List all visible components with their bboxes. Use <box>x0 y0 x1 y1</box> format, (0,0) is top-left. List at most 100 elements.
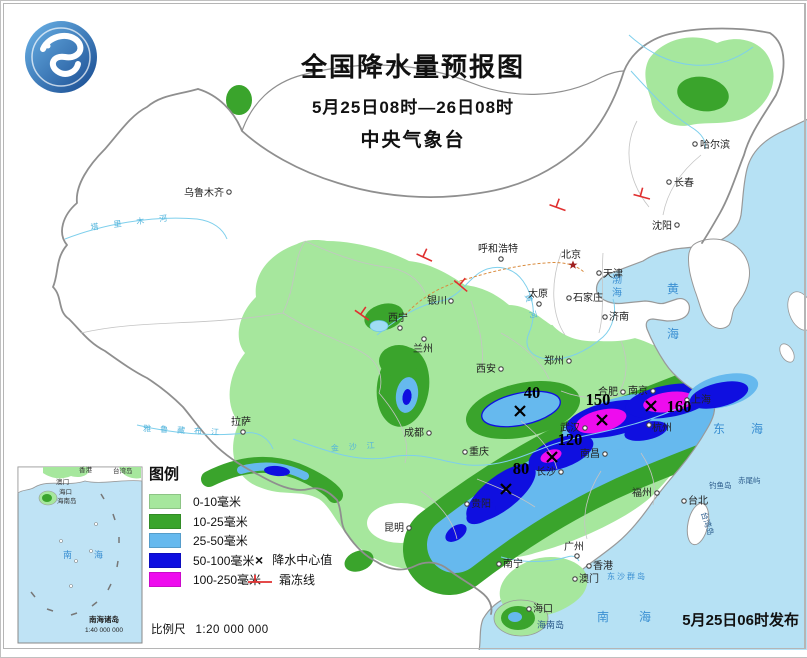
precip-center: 120 <box>546 430 582 463</box>
city-marker: 澳门 <box>572 572 599 585</box>
city-dot-icon <box>692 141 698 147</box>
city-label: 香港 <box>593 560 613 572</box>
city-label: 拉萨 <box>231 415 251 428</box>
city-label: 昆明 <box>384 522 404 534</box>
taiwan-island <box>686 502 710 546</box>
city-marker: 福州 <box>632 486 660 499</box>
page-title: 全国降水量预报图 <box>300 52 525 82</box>
inset-islets <box>59 522 98 588</box>
island-label: 赤尾屿 <box>738 476 761 485</box>
city-label: 贵阳 <box>471 497 491 510</box>
province-line <box>520 420 558 470</box>
national-border-layer <box>52 27 785 615</box>
inset-place-label: 台湾岛 <box>113 466 133 475</box>
city-dot-icon <box>496 561 502 567</box>
city-label: 哈尔滨 <box>700 138 730 151</box>
city-label: 杭州 <box>652 421 672 434</box>
city-label: 海口 <box>533 602 553 615</box>
blob-gansu <box>379 345 419 377</box>
legend-item-label: 100-250毫米 <box>193 573 262 588</box>
city-label: 西安 <box>476 362 496 375</box>
legend-row: 100-250毫米 <box>149 570 349 590</box>
province-line <box>618 340 627 394</box>
city-marker: 香港 <box>586 560 613 572</box>
frost-line-icon <box>248 574 272 583</box>
city-marker: 南京 <box>628 384 656 397</box>
inset-south-china-sea <box>17 466 143 644</box>
province-line <box>80 312 284 334</box>
city-dot-icon <box>620 389 626 395</box>
logo-dragon-eye <box>45 43 51 49</box>
inset-hainan-inner <box>42 494 52 502</box>
city-label: 天津 <box>603 268 623 280</box>
islet <box>74 559 78 563</box>
logo-ring <box>31 27 91 87</box>
inset-place-label: 香港 <box>79 465 93 474</box>
logo-dragon-swirl <box>40 32 84 77</box>
province-line <box>304 240 426 294</box>
city-label: 成都 <box>404 427 424 439</box>
inset-place-label: 海口 <box>59 487 72 496</box>
city-label: 南宁 <box>503 557 523 570</box>
city-dot-icon <box>240 429 246 435</box>
border-mongolia-north <box>241 64 625 132</box>
x-marker-icon <box>514 405 526 417</box>
province-line <box>378 392 408 464</box>
hainan-blue-core <box>508 612 522 622</box>
x-marker-icon <box>500 483 512 495</box>
city-marker: 郑州 <box>544 354 572 367</box>
core-hangzhou <box>624 421 668 441</box>
frost-line-marker-icon <box>354 306 370 321</box>
city-marker: 杭州 <box>646 421 672 434</box>
cma-logo <box>25 21 97 93</box>
city-label: 石家庄 <box>573 291 603 304</box>
inset-coast-green <box>43 467 90 479</box>
sea-layer <box>477 118 807 657</box>
frost-line-marker-icon <box>633 187 651 200</box>
province-line <box>282 240 306 314</box>
dash <box>91 601 98 607</box>
x-marker-icon <box>645 400 657 412</box>
precip-center-value: 40 <box>524 383 541 402</box>
city-dot-icon <box>536 301 542 307</box>
songhua-river <box>630 70 706 150</box>
city-dot-icon <box>596 270 602 276</box>
sea-label: 渤 <box>612 273 622 286</box>
province-line <box>420 490 458 540</box>
province-line <box>640 452 655 506</box>
legend-row: 25-50毫米 <box>149 531 349 551</box>
province-line <box>282 312 382 394</box>
city-marker: 石家庄 <box>566 291 603 304</box>
city-marker: 武汉 <box>560 421 588 434</box>
inset-box <box>17 466 143 644</box>
city-marker: 银川 <box>427 294 454 307</box>
release-timestamp: 5月25日06时发布 <box>682 612 799 629</box>
city-marker: 长沙 <box>536 466 564 478</box>
tarim-river <box>64 217 228 240</box>
city-marker: 海口 <box>526 602 553 615</box>
river-layer <box>64 34 754 562</box>
city-label: 长沙 <box>536 466 556 478</box>
city-marker: 西宁 <box>388 311 408 331</box>
legend-item-label: 25-50毫米 <box>193 534 248 549</box>
city-dot-icon <box>448 298 454 304</box>
legend-swatch <box>149 494 181 510</box>
city-label: 乌鲁木齐 <box>184 186 224 199</box>
city-label: 广州 <box>564 541 584 553</box>
japan-islet-1 <box>787 291 807 331</box>
dash <box>112 513 116 521</box>
capital-star-icon <box>568 260 578 269</box>
city-marker: 贵阳 <box>464 497 491 510</box>
city-marker: 太原 <box>528 287 548 307</box>
legend-swatch <box>149 533 181 549</box>
frost-line-marker-icon <box>416 248 433 262</box>
city-dot-icon <box>602 451 608 457</box>
core-shaanxi-blue <box>402 389 412 405</box>
legend-item-label: 0-10毫米 <box>193 495 242 510</box>
dash <box>30 591 36 598</box>
city-marker: 重庆 <box>462 445 489 458</box>
city-marker: 沈阳 <box>652 219 680 232</box>
city-marker: 哈尔滨 <box>692 138 730 151</box>
